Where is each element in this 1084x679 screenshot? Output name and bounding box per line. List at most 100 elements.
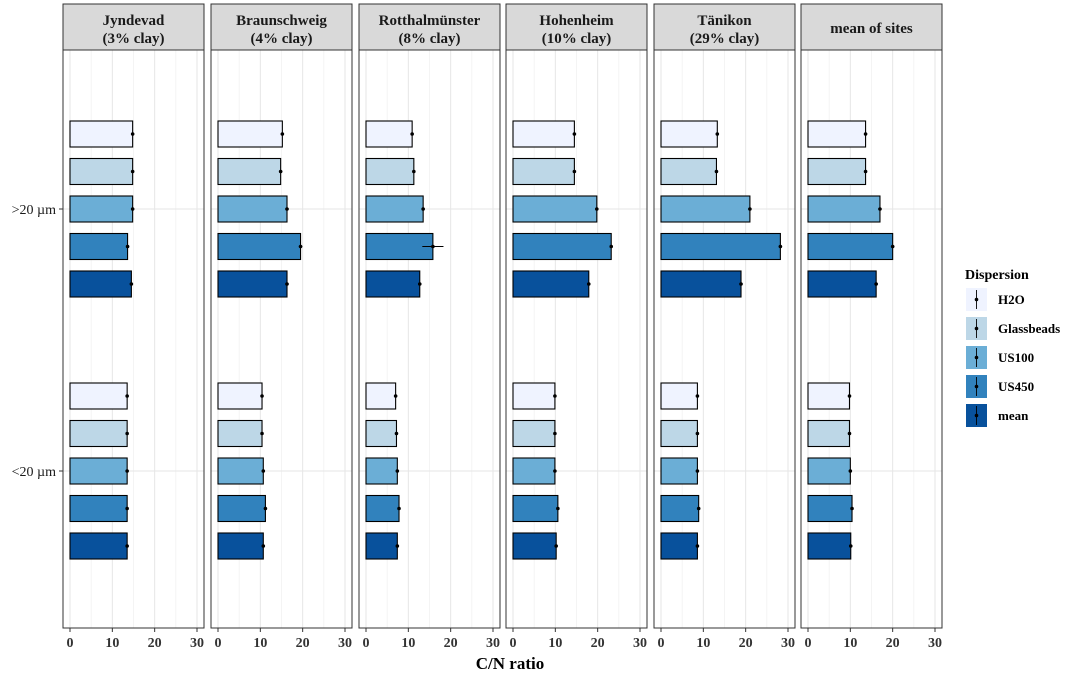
bar-tanikon-gt-20um-us100 <box>660 195 751 223</box>
bar-hohenheim-lt-20um-us450 <box>512 494 559 523</box>
bar-rotthalmunster-lt-20um-us100 <box>365 457 398 485</box>
point-mean-of-sites-lt-20um-glassbeads <box>847 431 852 436</box>
legend-label-us450: US450 <box>998 379 1034 394</box>
bar-rotthalmunster-gt-20um-us100 <box>365 195 424 223</box>
strip-jyndevad <box>62 3 205 51</box>
bar-mean-of-sites-gt-20um-us450 <box>807 232 894 261</box>
x-tick-label-tanikon-20: 20 <box>739 636 753 651</box>
x-tick-label-jyndevad-20: 20 <box>148 636 162 651</box>
bar-tanikon-lt-20um-h2o <box>660 382 698 410</box>
legend-point-mean <box>974 413 979 418</box>
strip-sublabel-hohenheim: (10% clay) <box>542 31 612 47</box>
bar-rotthalmunster-gt-20um-glassbeads <box>365 157 415 186</box>
bar-tanikon-gt-20um-mean <box>660 270 742 298</box>
bar-rotthalmunster-lt-20um-mean <box>365 532 398 560</box>
point-braunschweig-gt-20um-mean <box>285 282 289 286</box>
panel-border-hohenheim <box>505 49 648 629</box>
strip-sublabel-tanikon: (29% clay) <box>690 31 760 47</box>
point-mean-of-sites-gt-20um-us450 <box>890 244 895 249</box>
x-tick-label-mean-of-sites-10: 10 <box>843 636 857 651</box>
x-tick-label-rotthalmunster-30: 30 <box>486 636 500 651</box>
bar-braunschweig-gt-20um-us450 <box>217 232 302 261</box>
point-braunschweig-gt-20um-h2o <box>280 132 285 136</box>
strip-hohenheim <box>505 3 648 51</box>
panel-jyndevad: Jyndevad (3% clay) 0 10 20 30 <box>62 3 205 651</box>
point-tanikon-lt-20um-us100 <box>695 469 700 473</box>
panel-mean-of-sites: mean of sites 0 10 20 30 <box>800 3 943 651</box>
x-tick-label-jyndevad-30: 30 <box>190 636 204 651</box>
point-braunschweig-gt-20um-glassbeads <box>278 169 283 174</box>
x-tick-label-tanikon-0: 0 <box>658 636 665 651</box>
strip-label-rotthalmunster: Rotthalmünster <box>379 13 481 29</box>
x-tick-label-mean-of-sites-20: 20 <box>886 636 900 651</box>
point-rotthalmunster-gt-20um-us450 <box>431 244 435 249</box>
point-tanikon-gt-20um-mean <box>739 282 743 286</box>
point-tanikon-gt-20um-h2o <box>715 132 720 136</box>
point-rotthalmunster-lt-20um-mean <box>395 544 400 548</box>
bar-jyndevad-lt-20um-h2o <box>69 382 128 410</box>
bar-braunschweig-gt-20um-glassbeads <box>217 157 282 186</box>
panels-layer: Jyndevad (3% clay) 0 10 20 30 Braunschweig (4% … <box>62 3 943 651</box>
point-rotthalmunster-lt-20um-glassbeads <box>394 431 399 436</box>
legend-label-us100: US100 <box>998 350 1034 365</box>
x-tick-label-hohenheim-0: 0 <box>510 636 517 651</box>
point-rotthalmunster-gt-20um-glassbeads <box>412 169 416 174</box>
strip-sublabel-rotthalmunster: (8% clay) <box>398 31 460 47</box>
x-tick-label-rotthalmunster-20: 20 <box>444 636 458 651</box>
point-jyndevad-gt-20um-mean <box>129 282 134 286</box>
bar-tanikon-gt-20um-h2o <box>660 120 718 148</box>
x-tick-label-braunschweig-30: 30 <box>338 636 352 651</box>
bar-mean-of-sites-gt-20um-glassbeads <box>807 157 867 186</box>
point-mean-of-sites-lt-20um-h2o <box>847 394 852 398</box>
point-mean-of-sites-lt-20um-us100 <box>848 469 853 473</box>
bar-tanikon-gt-20um-us450 <box>660 232 781 261</box>
bar-braunschweig-lt-20um-mean <box>217 532 264 560</box>
panel-braunschweig: Braunschweig (4% clay) 0 10 20 30 <box>210 3 353 651</box>
point-jyndevad-gt-20um-h2o <box>130 132 135 136</box>
point-hohenheim-gt-20um-mean <box>586 282 591 286</box>
bar-rotthalmunster-lt-20um-glassbeads <box>365 419 398 448</box>
legend-point-us450 <box>974 384 979 389</box>
bar-braunschweig-lt-20um-glassbeads <box>217 419 263 448</box>
panel-border-tanikon <box>653 49 796 629</box>
x-tick-label-braunschweig-20: 20 <box>296 636 310 651</box>
point-hohenheim-lt-20um-us450 <box>556 506 560 511</box>
bar-hohenheim-lt-20um-mean <box>512 532 557 560</box>
point-rotthalmunster-lt-20um-us450 <box>397 506 401 511</box>
bar-braunschweig-lt-20um-us100 <box>217 457 264 485</box>
bar-hohenheim-gt-20um-h2o <box>512 120 575 148</box>
x-tick-label-tanikon-30: 30 <box>781 636 795 651</box>
panel-border-mean-of-sites <box>800 49 943 629</box>
bar-hohenheim-gt-20um-glassbeads <box>512 157 575 186</box>
bar-braunschweig-gt-20um-h2o <box>217 120 283 148</box>
point-rotthalmunster-gt-20um-h2o <box>410 132 414 136</box>
point-hohenheim-lt-20um-h2o <box>553 394 557 398</box>
strip-label-mean-of-sites: mean of sites <box>830 21 913 37</box>
point-braunschweig-lt-20um-h2o <box>260 394 264 398</box>
strip-sublabel-jyndevad: (3% clay) <box>102 31 164 47</box>
point-rotthalmunster-lt-20um-h2o <box>393 394 398 398</box>
point-jyndevad-lt-20um-h2o <box>125 394 129 398</box>
panel-tanikon: Tänikon (29% clay) 0 10 20 30 <box>653 3 796 651</box>
panel-border-rotthalmunster <box>358 49 501 629</box>
bar-jyndevad-lt-20um-us450 <box>69 494 128 523</box>
x-tick-label-braunschweig-10: 10 <box>253 636 267 651</box>
bar-hohenheim-lt-20um-h2o <box>512 382 556 410</box>
legend-point-glassbeads <box>974 326 979 331</box>
strip-label-braunschweig: Braunschweig <box>236 13 327 29</box>
bar-hohenheim-gt-20um-us450 <box>512 232 612 261</box>
point-tanikon-lt-20um-mean <box>695 544 700 548</box>
y-tick-label-gt-20um: >20 µm <box>12 203 56 218</box>
x-tick-label-jyndevad-0: 0 <box>67 636 74 651</box>
x-tick-label-rotthalmunster-0: 0 <box>363 636 370 651</box>
bar-tanikon-lt-20um-mean <box>660 532 698 560</box>
point-mean-of-sites-gt-20um-us100 <box>878 207 882 211</box>
panel-border-jyndevad <box>62 49 205 629</box>
point-jyndevad-lt-20um-mean <box>125 544 129 548</box>
point-braunschweig-lt-20um-mean <box>261 544 266 548</box>
bar-hohenheim-gt-20um-us100 <box>512 195 598 223</box>
point-rotthalmunster-gt-20um-us100 <box>421 207 425 211</box>
point-braunschweig-gt-20um-us450 <box>298 244 303 249</box>
point-braunschweig-gt-20um-us100 <box>285 207 289 211</box>
